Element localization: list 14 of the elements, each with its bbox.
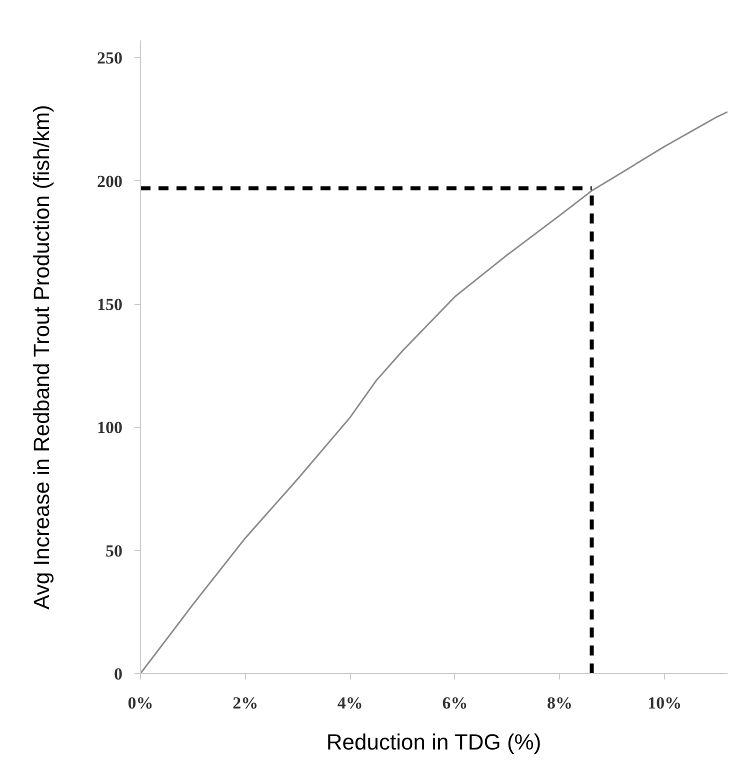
y-tick-label: 100: [97, 418, 122, 438]
y-tick-label: 50: [106, 541, 122, 560]
x-tick-label: 8%: [547, 694, 573, 712]
x-tick-label: 0%: [128, 694, 154, 712]
x-tick-label: 2%: [232, 694, 258, 712]
x-tick-label: 10%: [648, 694, 682, 712]
y-tick-label: 0: [114, 664, 122, 684]
y-tick-label: 200: [97, 172, 122, 191]
y-tick-label: 150: [97, 295, 122, 314]
x-tick-label: 4%: [337, 694, 363, 712]
y-axis-title: Avg Increase in Redband Trout Production (fish/km): [29, 104, 54, 610]
x-tick-label: 6%: [442, 694, 468, 712]
y-tick-label: 250: [97, 48, 122, 68]
x-axis-title: Reduction in TDG (%): [326, 730, 542, 754]
